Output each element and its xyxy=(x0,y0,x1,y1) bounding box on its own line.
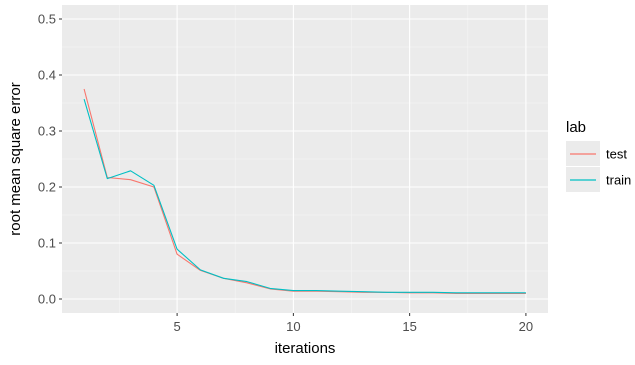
series-line-train xyxy=(83,98,526,294)
legend-label-test: test xyxy=(606,147,627,162)
x-tick-label: 15 xyxy=(402,319,416,334)
y-tick-label: 0.0 xyxy=(38,292,56,307)
x-tick-label: 20 xyxy=(519,319,533,334)
y-tick-label: 0.4 xyxy=(38,68,56,83)
legend-label-train: train xyxy=(606,173,631,188)
y-tick-label: 0.2 xyxy=(38,180,56,195)
y-tick-label: 0.5 xyxy=(38,12,56,27)
legend: lab test train xyxy=(566,119,631,192)
x-axis-title: iterations xyxy=(275,340,336,357)
series-lines xyxy=(83,88,526,294)
grid-lines xyxy=(62,5,548,313)
legend-title: lab xyxy=(566,119,586,136)
x-tick-label: 5 xyxy=(173,319,180,334)
y-tick-label: 0.1 xyxy=(38,236,56,251)
legend-items: test train xyxy=(566,141,631,192)
series-line-test xyxy=(83,88,526,294)
axes: 5 10 15 20 0.0 0.1 0.2 0.3 0.4 0.5 xyxy=(38,12,533,335)
x-tick-label: 10 xyxy=(286,319,300,334)
y-tick-label: 0.3 xyxy=(38,124,56,139)
y-axis-title: root mean square error xyxy=(7,82,24,235)
